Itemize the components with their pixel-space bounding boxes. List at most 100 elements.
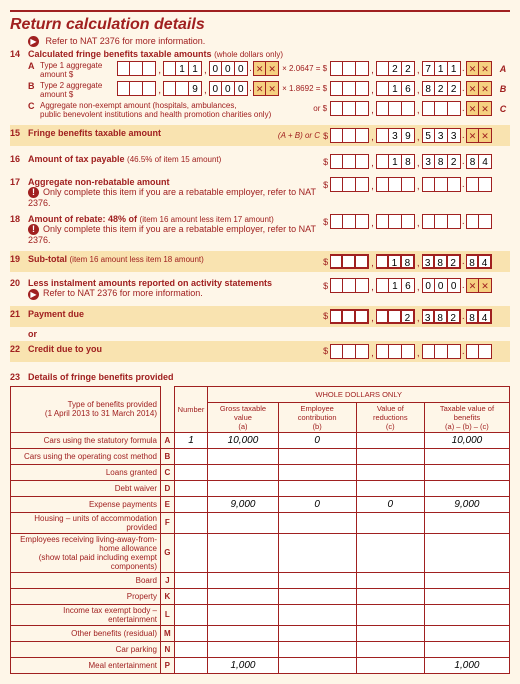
table-row: Employees receiving living-away-from-hom… [11,533,510,572]
arrow-icon: ▶ [28,36,39,47]
table-row: Expense payments E 9,000 0 0 9,000 [11,496,510,512]
digit-box [330,278,343,293]
digit-box [343,128,356,143]
digit-box [376,254,389,269]
digit-box: 2 [435,81,448,96]
digit-box [448,344,461,359]
digit-box [356,101,369,116]
digit-box [376,309,389,324]
digit-box: 1 [189,61,202,76]
digit-box: 7 [422,61,435,76]
digit-box [117,61,130,76]
digit-box [356,309,369,324]
digit-box [402,344,415,359]
item15-label: Fringe benefits taxable amount [28,128,275,138]
item16-label: Amount of tax payable (46.5% of item 15 … [28,154,323,164]
digit-box [343,309,356,324]
digit-box [143,61,156,76]
item18-num: 18 [10,214,28,224]
digit-box [376,177,389,192]
digit-box: 0 [422,278,435,293]
item17-label: Aggregate non-rebatable amount !Only com… [28,177,323,208]
digit-box [435,177,448,192]
digit-box [117,81,130,96]
digit-box: 3 [435,128,448,143]
digit-box [343,278,356,293]
digit-box [356,278,369,293]
digit-box: 1 [435,61,448,76]
digit-box [376,154,389,169]
item22-label: Credit due to you [28,344,323,354]
item20-label: Less instalment amounts reported on acti… [28,278,323,299]
digit-box: 9 [402,128,415,143]
digit-box [343,344,356,359]
digit-box [376,344,389,359]
digit-box [376,61,389,76]
item22-num: 22 [10,344,28,354]
or-label: or [28,329,510,339]
item19-num: 19 [10,254,28,264]
digit-box [330,344,343,359]
table-row: Car parking N [11,641,510,657]
digit-box: 2 [448,309,461,324]
digit-box [343,81,356,96]
table-row: Other benefits (residual) M [11,625,510,641]
digit-box: 8 [435,309,448,324]
digit-box: 2 [448,254,461,269]
digit-box [402,214,415,229]
digit-box: 1 [389,81,402,96]
digit-box [343,154,356,169]
digit-box: 8 [435,254,448,269]
digit-box: 8 [422,81,435,96]
digit-box [163,81,176,96]
item19-label: Sub-total (item 16 amount less item 18 a… [28,254,323,264]
digit-box [343,61,356,76]
digit-box: 5 [422,128,435,143]
arrow-icon: ▶ [28,289,39,300]
digit-box [343,214,356,229]
digit-box [343,254,356,269]
digit-box [422,214,435,229]
digit-box [343,177,356,192]
digit-box [435,214,448,229]
digit-box [402,177,415,192]
digit-box: 3 [448,128,461,143]
digit-box: 0 [222,61,235,76]
table-row: Cars using the operating cost method B [11,448,510,464]
digit-box [376,214,389,229]
digit-box: 2 [402,61,415,76]
digit-box: 1 [389,278,402,293]
digit-box: 0 [235,81,248,96]
digit-box: 1 [389,154,402,169]
digit-box: 3 [422,254,435,269]
digit-box: 2 [402,309,415,324]
excl-icon: ! [28,224,39,235]
digit-box: 0 [448,278,461,293]
digit-box: 6 [402,81,415,96]
digit-box [330,214,343,229]
digit-box [422,177,435,192]
digit-box: 1 [389,254,402,269]
digit-box: 0 [222,81,235,96]
digit-box: 8 [435,154,448,169]
digit-box [376,81,389,96]
table-row: Debt waiver D [11,480,510,496]
table-row: Meal entertainment P 1,000 1,000 [11,657,510,673]
digit-box [330,81,343,96]
table-row: Housing – units of accommodation provide… [11,512,510,533]
digit-box [330,101,343,116]
digit-box [176,81,189,96]
digit-box: 0 [209,61,222,76]
item16-num: 16 [10,154,28,164]
digit-box: 9 [189,81,202,96]
digit-box: 3 [389,128,402,143]
digit-box [402,101,415,116]
digit-box [356,128,369,143]
item21-label: Payment due [28,309,323,319]
item23-label: Details of fringe benefits provided [28,372,510,382]
digit-box [356,177,369,192]
digit-box [356,81,369,96]
digit-box [435,344,448,359]
item20-num: 20 [10,278,28,288]
digit-box [448,101,461,116]
